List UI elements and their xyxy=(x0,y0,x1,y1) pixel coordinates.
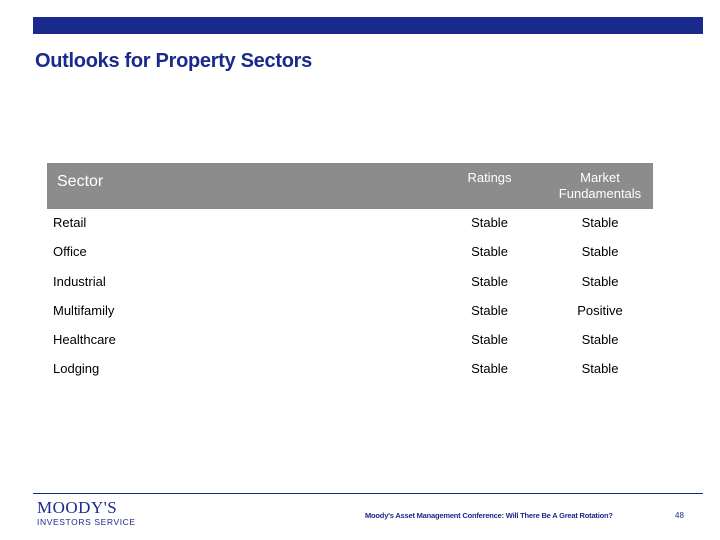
header-ratings: Ratings xyxy=(467,170,512,185)
cell-ratings: Stable xyxy=(471,215,508,230)
conference-title: Moody's Asset Management Conference: Wil… xyxy=(365,511,613,520)
cell-market: Stable xyxy=(581,244,619,260)
table-header: Sector Ratings Market Fundamentals xyxy=(47,163,653,209)
table-row: Office Stable Stable xyxy=(47,238,653,267)
header-market-line2: Fundamentals xyxy=(558,186,642,201)
cell-market: Stable xyxy=(581,273,619,289)
moodys-logo: MOODY'S INVESTORS SERVICE xyxy=(37,499,136,528)
cell-ratings: Stable xyxy=(471,332,508,348)
header-market-line1: Market xyxy=(580,170,620,185)
cell-sector: Healthcare xyxy=(53,332,116,348)
cell-sector: Industrial xyxy=(53,273,106,289)
logo-wordmark: MOODY'S xyxy=(37,498,118,517)
table-row: Industrial Stable Stable xyxy=(47,268,653,297)
header-sector: Sector xyxy=(57,173,104,190)
cell-market: Stable xyxy=(581,215,619,230)
table-row: Retail Stable Stable xyxy=(47,209,653,238)
cell-sector: Retail xyxy=(53,215,87,230)
sector-outlook-table: Sector Ratings Market Fundamentals Retai… xyxy=(47,163,653,385)
table-row: Healthcare Stable Stable xyxy=(47,326,653,355)
header-market-fundamentals: Market Fundamentals xyxy=(545,170,655,202)
top-bar xyxy=(33,17,703,34)
logo-subtitle: INVESTORS SERVICE xyxy=(37,517,136,527)
cell-ratings: Stable xyxy=(471,361,508,377)
cell-market: Stable xyxy=(581,361,619,377)
footer-divider xyxy=(33,493,703,494)
cell-sector: Lodging xyxy=(53,361,100,377)
cell-market: Positive xyxy=(577,302,623,318)
table-row: Multifamily Stable Positive xyxy=(47,297,653,326)
table-row: Lodging Stable Stable xyxy=(47,355,653,384)
slide-title: Outlooks for Property Sectors xyxy=(35,50,312,72)
page-number: 48 xyxy=(675,511,684,520)
cell-ratings: Stable xyxy=(471,302,508,318)
cell-market: Stable xyxy=(581,332,619,348)
cell-sector: Office xyxy=(53,244,87,260)
cell-sector: Multifamily xyxy=(53,302,115,318)
cell-ratings: Stable xyxy=(471,244,508,260)
cell-ratings: Stable xyxy=(471,273,508,289)
